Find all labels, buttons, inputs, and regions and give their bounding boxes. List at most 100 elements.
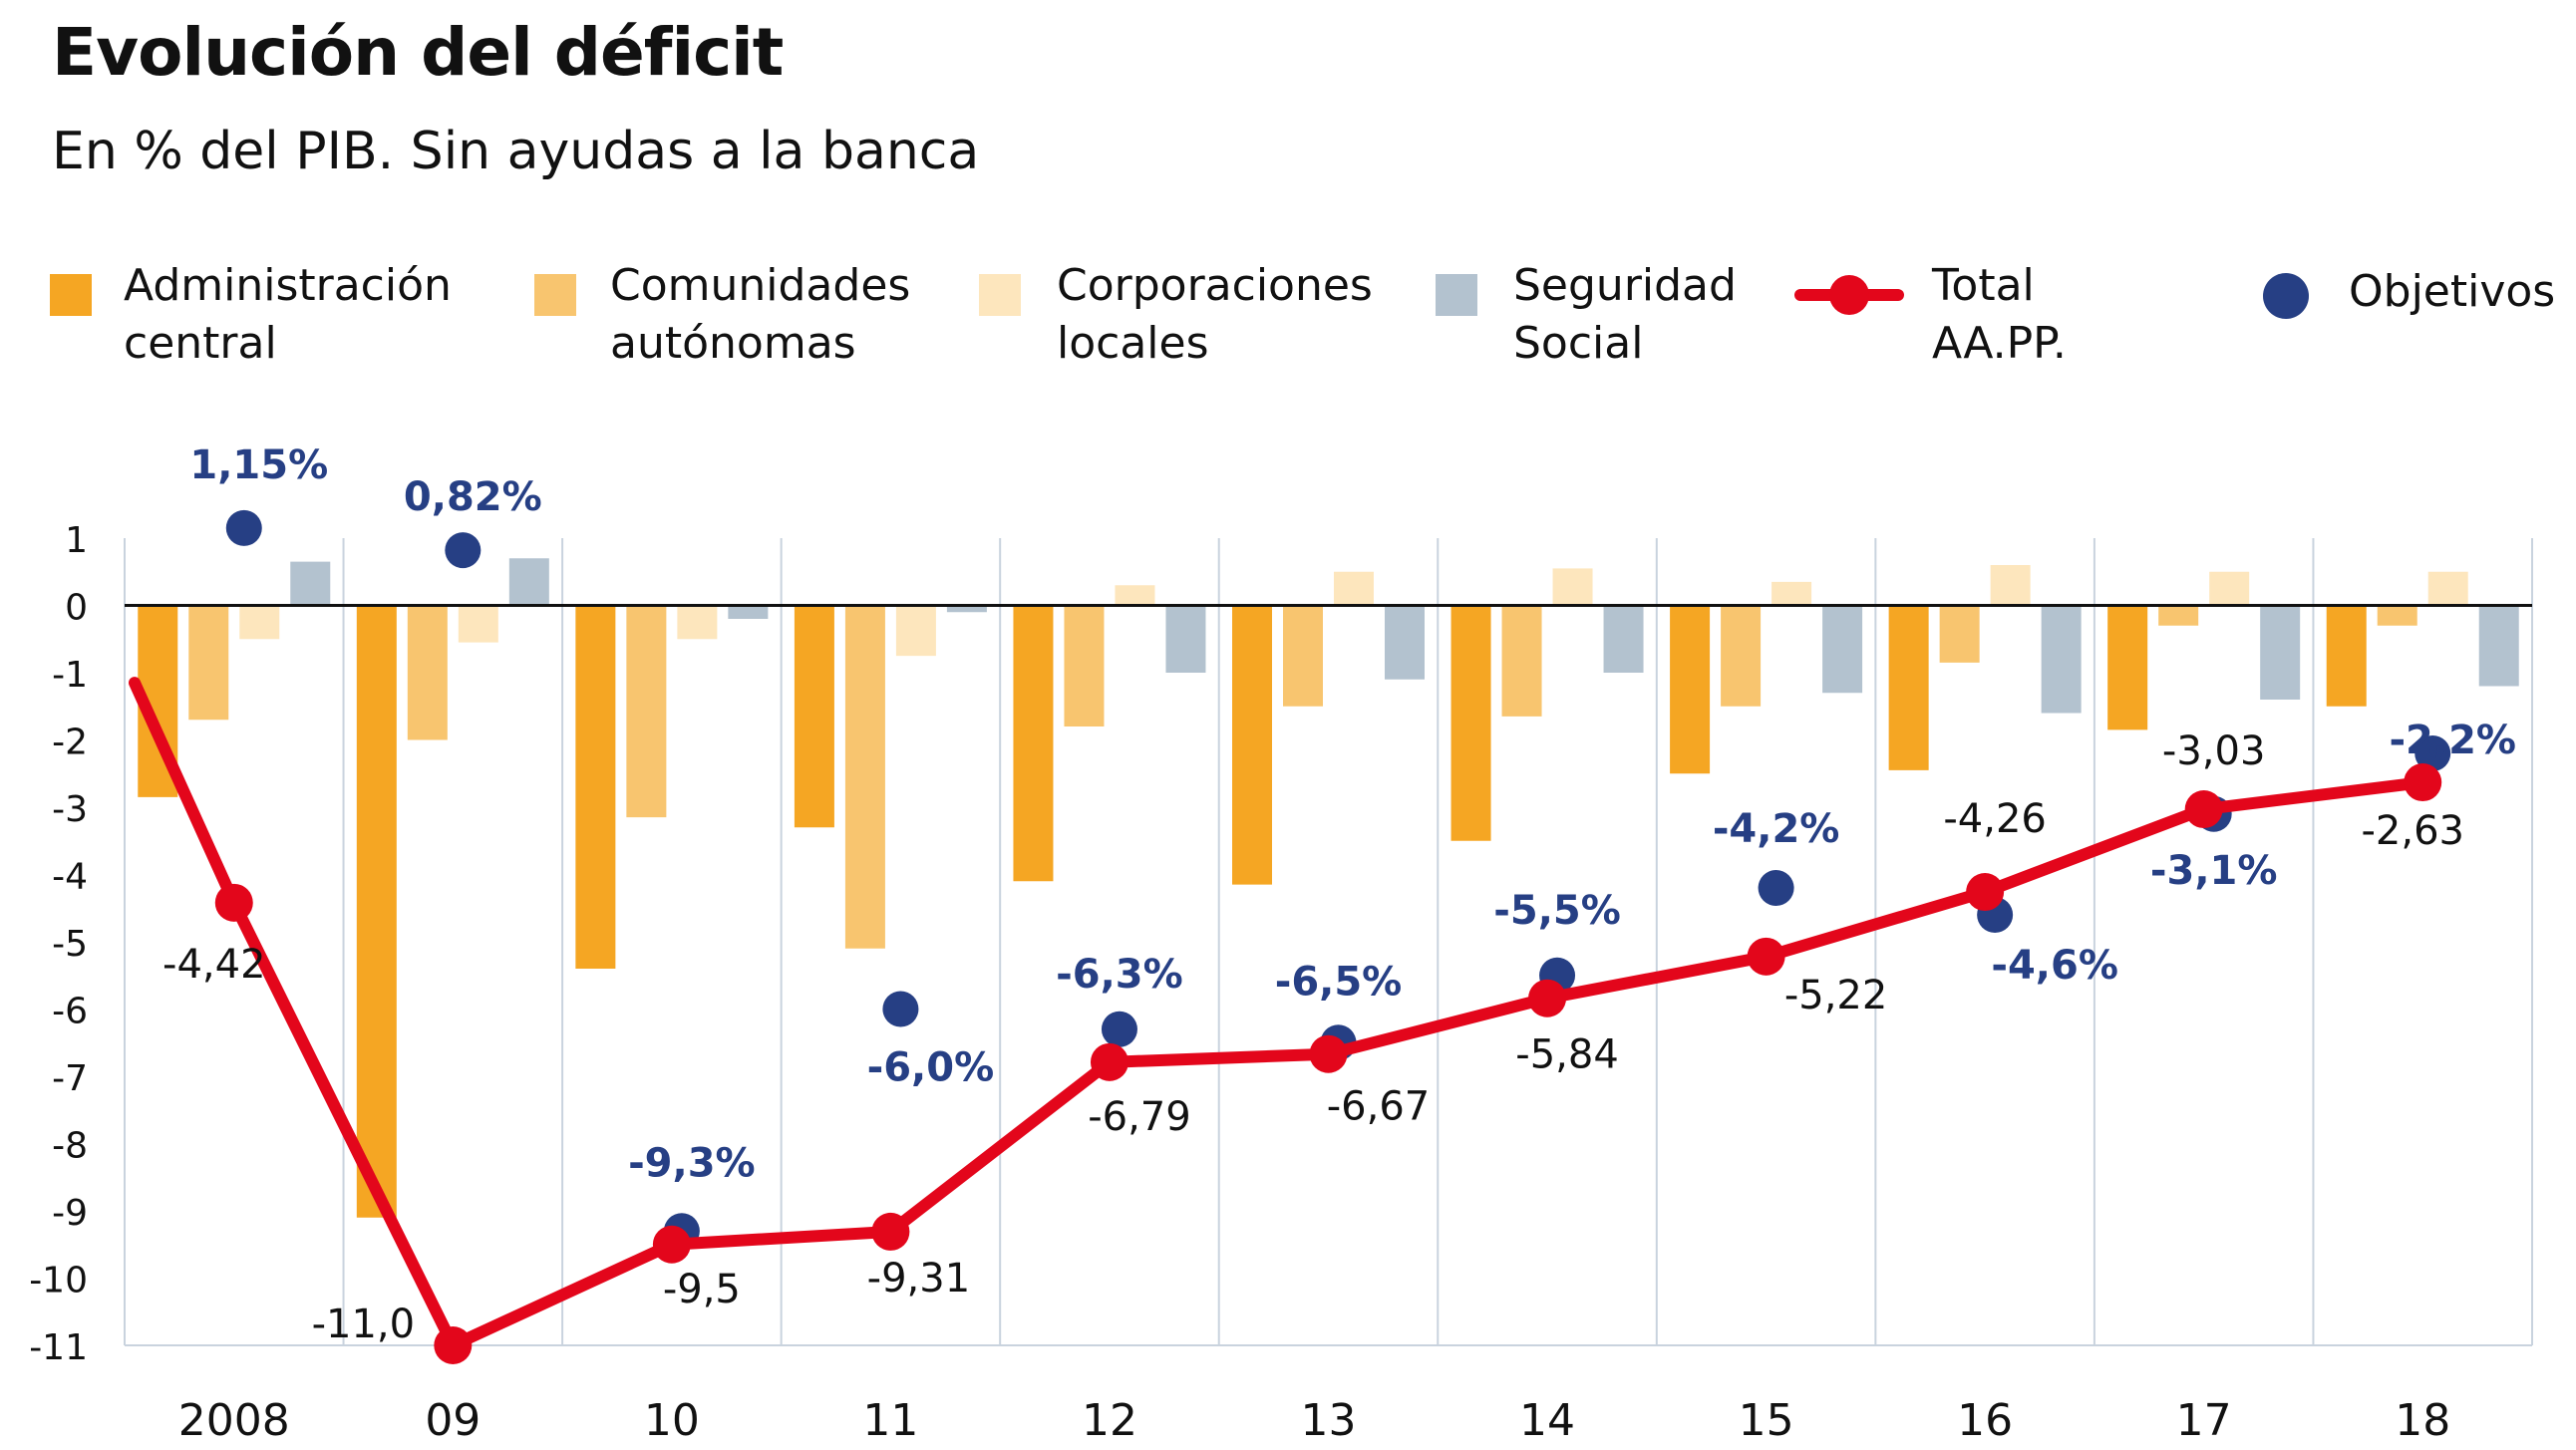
objetivo-value-label: 0,82%: [404, 474, 542, 520]
total-value-label: -9,5: [663, 1267, 741, 1312]
objetivo-value-label: -6,5%: [1275, 959, 1403, 1005]
bar-comunidades-autonomas: [626, 605, 667, 818]
y-tick-label: -5: [52, 924, 88, 965]
objetivo-value-label: -2,2%: [2389, 718, 2516, 763]
objetivo-value-label: -6,3%: [1056, 952, 1183, 998]
x-tick-label: 18: [2395, 1395, 2450, 1446]
bar-comunidades-autonomas: [1501, 605, 1542, 717]
x-tick-label: 16: [1957, 1395, 2013, 1446]
bar-comunidades-autonomas: [844, 605, 885, 949]
total-line: [129, 677, 2429, 1351]
bar-comunidades-autonomas: [188, 605, 229, 721]
x-tick-label: 2008: [178, 1395, 290, 1446]
objetivo-value-label: -6,0%: [867, 1045, 995, 1091]
bar-corporaciones-locales: [239, 605, 280, 640]
label-layer: -4,42 -11,0 -9,5 -9,31 -6,79 -6,67 -5,84 -5,22 -…: [162, 442, 2516, 1347]
bar-seguridad-social: [508, 558, 549, 606]
total-point: [1747, 937, 1785, 976]
x-tick-label: 09: [425, 1395, 481, 1446]
x-tick-label: 13: [1301, 1395, 1357, 1446]
legend-swatch-comunidades-autonomas: [534, 274, 576, 316]
chart-subtitle: En % del PIB. Sin ayudas a la banca: [52, 122, 980, 181]
total-value-label: -5,84: [1515, 1032, 1619, 1078]
objetivo-point: [2415, 735, 2451, 771]
bar-administracion-central: [1888, 605, 1929, 770]
chart-title: Evolución del déficit: [52, 14, 784, 91]
objetivo-point: [1101, 1011, 1137, 1047]
bar-seguridad-social: [2478, 605, 2519, 687]
bar-seguridad-social: [1822, 605, 1863, 694]
legend-swatch-administracion-central: [50, 274, 92, 316]
objetivo-value-label: -9,3%: [628, 1140, 756, 1186]
y-tick-label: -4: [52, 857, 88, 898]
bar-seguridad-social: [946, 605, 987, 613]
x-tick-label: 12: [1082, 1395, 1137, 1446]
bar-administracion-central: [794, 605, 834, 828]
bar-comunidades-autonomas: [1939, 605, 1980, 663]
total-point: [2184, 790, 2223, 829]
legend-label-seguridad-social: Seguridad Social: [1513, 260, 1737, 369]
bar-administracion-central: [575, 605, 616, 969]
bar-corporaciones-locales: [458, 605, 498, 643]
x-tick-label: 17: [2176, 1395, 2232, 1446]
bar-seguridad-social: [290, 561, 331, 606]
legend-label-administracion-central: Administración central: [124, 260, 452, 369]
legend-label-objetivos: Objetivos: [2349, 266, 2556, 317]
bar-seguridad-social: [2260, 605, 2301, 700]
objetivo-value-label: -4,6%: [1991, 943, 2118, 989]
legend: Administración central Comunidades autón…: [0, 257, 2576, 387]
grid-layer: [124, 538, 2533, 1346]
bar-comunidades-autonomas: [1721, 605, 1762, 707]
objetivo-point: [882, 991, 919, 1027]
total-point: [1090, 1042, 1128, 1081]
bar-corporaciones-locales: [895, 605, 936, 657]
bar-comunidades-autonomas: [2377, 605, 2417, 626]
y-tick-label: -8: [52, 1126, 88, 1167]
legend-dot-objetivos: [2263, 273, 2309, 319]
bar-corporaciones-locales: [2427, 571, 2468, 606]
total-point: [1528, 979, 1567, 1017]
legend-label-total: Total AA.PP.: [1932, 260, 2067, 369]
total-value-label: -5,22: [1784, 973, 1888, 1018]
legend-label-corporaciones-locales: Corporaciones locales: [1057, 260, 1373, 369]
total-point: [1309, 1034, 1348, 1073]
total-value-label: -2,63: [2361, 808, 2464, 854]
x-tick-label: 10: [644, 1395, 700, 1446]
objetivo-point: [1758, 870, 1794, 906]
y-tick-label: -7: [52, 1058, 88, 1099]
legend-label-comunidades-autonomas: Comunidades autónomas: [610, 260, 911, 369]
y-tick-label: -11: [29, 1327, 88, 1368]
bar-seguridad-social: [2041, 605, 2082, 714]
objetivo-point: [445, 532, 482, 569]
objetivo-value-label: 1,15%: [189, 442, 328, 488]
bar-comunidades-autonomas: [2158, 605, 2199, 626]
objetivo-value-label: -3,1%: [2150, 848, 2278, 894]
total-point: [214, 883, 253, 922]
bar-corporaciones-locales: [1115, 585, 1155, 606]
total-point: [652, 1225, 691, 1264]
bar-administracion-central: [1232, 605, 1272, 885]
bar-administracion-central: [2326, 605, 2367, 707]
y-tick-label: -3: [52, 789, 88, 830]
bar-comunidades-autonomas: [407, 605, 448, 740]
total-point: [1966, 873, 2005, 912]
total-value-label: -4,42: [162, 942, 266, 988]
total-point: [434, 1326, 473, 1364]
y-tick-label: -10: [29, 1261, 88, 1302]
bar-corporaciones-locales: [1990, 565, 2031, 606]
y-tick-label: -9: [52, 1193, 88, 1234]
bar-corporaciones-locales: [2209, 571, 2250, 606]
total-value-label: -4,26: [1943, 796, 2047, 842]
bar-administracion-central: [1670, 605, 1711, 774]
y-tick-label: 1: [65, 520, 88, 561]
objetivo-value-label: -5,5%: [1493, 888, 1621, 934]
bar-comunidades-autonomas: [1283, 605, 1323, 707]
y-tick-label: -1: [52, 655, 88, 696]
bar-seguridad-social: [1603, 605, 1644, 673]
total-point: [871, 1212, 910, 1251]
total-value-label: -3,03: [2162, 728, 2266, 774]
bar-comunidades-autonomas: [1064, 605, 1105, 726]
bar-corporaciones-locales: [1771, 581, 1812, 606]
bar-corporaciones-locales: [677, 605, 718, 640]
